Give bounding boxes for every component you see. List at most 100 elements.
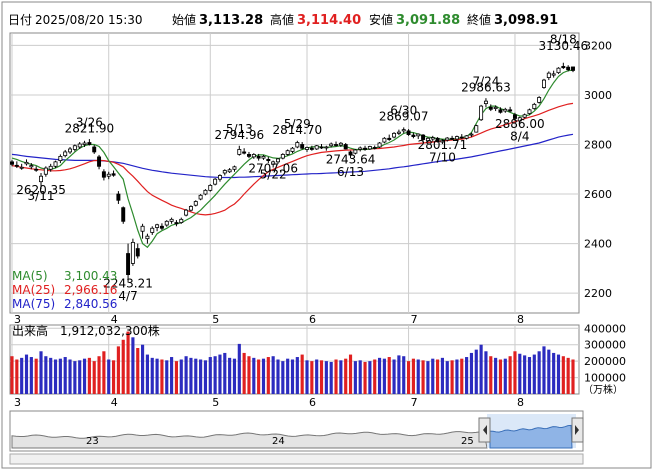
candle-body [305, 147, 309, 150]
ma25-label: MA(25) [12, 283, 55, 297]
candle-body [164, 220, 169, 226]
volume-bar [73, 361, 77, 394]
volume-bar [406, 361, 411, 394]
volume-bar [116, 346, 120, 394]
volume-bar [532, 354, 536, 394]
overview-year-25: 25 [461, 436, 474, 447]
candle-body [72, 145, 77, 150]
date-axis-main: 3 4 5 6 7 8 [14, 313, 524, 326]
candle-body [454, 136, 459, 140]
volume-bar [286, 358, 290, 394]
month-tick-label: 8 [517, 313, 524, 326]
candle-body [474, 125, 479, 133]
volume-bar [242, 352, 246, 394]
candle-body [63, 151, 68, 157]
volume-bar [295, 357, 299, 394]
volume-bar [324, 361, 328, 394]
candle-body [387, 137, 392, 140]
volume-bar [494, 357, 498, 394]
candle-body [247, 154, 251, 157]
candle-body [459, 136, 464, 139]
candle-body [135, 248, 140, 257]
candle-body [43, 167, 48, 175]
candle-body [561, 66, 566, 69]
volume-bar [179, 359, 183, 394]
ma5-label: MA(5) [12, 269, 48, 283]
candle-body [155, 224, 160, 228]
candle-body [363, 147, 368, 150]
volume-bar [78, 360, 82, 394]
candle-body [532, 103, 537, 109]
volume-bar [276, 359, 280, 394]
candle-body [430, 137, 435, 140]
volume-bar [223, 352, 227, 394]
price-annotation: 5/22 [260, 168, 287, 182]
volume-bar [363, 361, 367, 394]
volume-bar [208, 357, 212, 394]
volume-bar [247, 356, 251, 394]
volume-bar [310, 361, 314, 394]
candle-body [10, 161, 14, 165]
candle-body [334, 144, 338, 146]
overview-navigator[interactable]: 23 24 25 [9, 410, 584, 452]
price-annotation: 6/30 [390, 103, 417, 117]
volume-bar [566, 357, 570, 394]
volume-bar [334, 359, 338, 394]
horizontal-scrollbar[interactable] [9, 453, 584, 465]
volume-bar [402, 356, 406, 394]
volume-bar [431, 358, 435, 394]
low-label: 安値 [369, 12, 393, 27]
volume-bar [281, 361, 285, 394]
ma25-line [11, 102, 574, 216]
price-tick-label: 2600 [584, 188, 612, 201]
candle-body [396, 131, 401, 134]
candle-body [101, 171, 106, 178]
candle-body [319, 146, 324, 149]
candle-body [280, 154, 285, 159]
candle-body [97, 156, 102, 167]
candle-body [208, 184, 213, 191]
volume-bar [218, 354, 222, 394]
candle-body [537, 97, 542, 103]
volume-bar [450, 360, 454, 394]
volume-bar [537, 351, 541, 394]
candle-body [92, 146, 97, 153]
volume-bar [498, 359, 503, 394]
volume-bar [261, 358, 266, 394]
volume-bar [121, 339, 125, 394]
volume-bar [290, 359, 295, 394]
price-tick-label: 3000 [584, 89, 612, 102]
volume-tick-label: 400000 [584, 322, 626, 335]
volume-tick-label: 100000 [584, 372, 626, 385]
candle-body [87, 142, 92, 145]
volume-bar [319, 360, 324, 394]
volume-axis: 100000 200000 300000 400000 [584, 322, 626, 384]
volume-bar [479, 344, 483, 394]
candle-body [290, 147, 295, 152]
volume-bar [445, 361, 449, 394]
candle-body [300, 144, 305, 149]
candle-body [242, 151, 247, 154]
candlesticks [10, 62, 575, 283]
price-tick-label: 2200 [584, 287, 612, 300]
candle-body [498, 109, 503, 113]
volume-bar [82, 358, 87, 394]
volume-bar [39, 351, 43, 394]
candle-body [68, 148, 73, 153]
candle-body [367, 146, 372, 150]
candle-body [140, 225, 145, 232]
month-tick-label: 3 [14, 313, 21, 326]
candle-body [271, 161, 276, 165]
volume-tick-label: 300000 [584, 339, 626, 352]
price-annotation: 3/11 [28, 189, 55, 203]
quote-header: 日付 2025/08/20 15:30 始値 3,113.28 高値 3,114… [8, 12, 558, 28]
volume-bar [542, 346, 546, 394]
candle-body [469, 133, 474, 136]
ma-legend: MA(5) 3,100.43 MA(25) 2,966.16 MA(75) 2,… [12, 269, 117, 311]
volume-bar [547, 349, 551, 394]
ma75-value: 2,840.56 [64, 297, 117, 311]
volume-bars [10, 331, 575, 394]
candle-body [261, 155, 266, 159]
chevron-right-icon [575, 425, 579, 435]
candle-body [266, 158, 271, 162]
